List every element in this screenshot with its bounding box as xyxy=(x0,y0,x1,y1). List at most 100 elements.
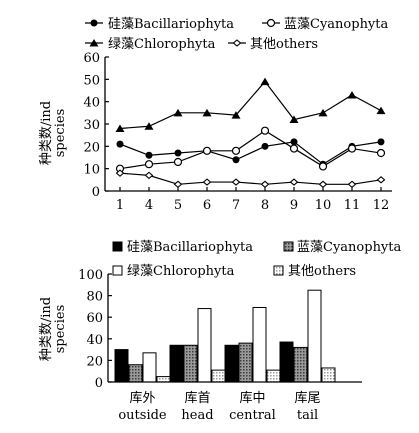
bar-others-head xyxy=(211,369,226,383)
category-label-en: central xyxy=(229,408,276,423)
legend-item-cyanophyta: 蓝藻Cyanophyta xyxy=(262,17,389,32)
data-point-bacillariophyta xyxy=(116,140,124,148)
line-x-tick-label: 5 xyxy=(174,198,182,213)
legend-label-bar-bacillariophyta: 硅藻Bacillariophyta xyxy=(127,240,253,255)
legend-label-bar-chlorophyta: 绿藻Chlorophyta xyxy=(127,264,235,279)
data-point-cyanophyta xyxy=(289,144,299,153)
bar-cyanophyta-head xyxy=(183,344,198,383)
data-point-chlorophyta xyxy=(173,108,183,117)
bar-chlorophyta-tail xyxy=(307,289,322,383)
legend-item-bacillariophyta: 硅藻Bacillariophyta xyxy=(85,17,234,32)
line-y-tick-label: 20 xyxy=(83,140,100,155)
legend-item-chlorophyta: 绿藻Chlorophyta xyxy=(85,37,216,52)
bar-bacillariophyta-head xyxy=(169,344,184,383)
data-point-cyanophyta xyxy=(144,160,154,169)
line-x-tick-label: 8 xyxy=(261,198,269,213)
line-legend: 硅藻Bacillariophyta 蓝藻Cyanophyta 绿藻Chlorop… xyxy=(85,17,389,52)
legend-label-cyanophyta: 蓝藻Cyanophyta xyxy=(284,17,389,32)
bar-cyanophyta-central xyxy=(238,342,253,383)
legend-item-bar-others: 其他others xyxy=(273,264,356,279)
data-point-bacillariophyta xyxy=(377,138,385,146)
data-point-bacillariophyta xyxy=(174,149,182,157)
data-point-others xyxy=(173,180,183,189)
category-label-zh: 库外 xyxy=(129,390,155,406)
data-point-others xyxy=(289,178,299,186)
bar-cyanophyta-tail xyxy=(293,346,308,383)
bar-chlorophyta-central xyxy=(252,306,267,383)
data-point-cyanophyta xyxy=(347,144,357,153)
line-x-tick-label: 6 xyxy=(203,198,211,213)
data-point-cyanophyta xyxy=(318,162,328,171)
legend-item-others: 其他others xyxy=(228,37,318,52)
line-y-tick-label: 60 xyxy=(83,51,100,66)
data-point-cyanophyta xyxy=(202,146,212,155)
bar-y-axis-label: 种类数/ind xyxy=(39,297,54,361)
line-x-tick-label: 9 xyxy=(290,198,298,213)
bar-y-tick-label: 20 xyxy=(86,354,103,369)
line-chart: 硅藻Bacillariophyta 蓝藻Cyanophyta 绿藻Chlorop… xyxy=(39,17,392,213)
bar-others-tail xyxy=(321,367,336,383)
bar-x-labels: 库外 outside 库首 head 库中 central 库尾 tail xyxy=(118,390,320,423)
bar-y-tick-label: 40 xyxy=(86,333,103,348)
line-x-ticks: 1 4 5 6 7 8 9 10 11 12 xyxy=(116,187,389,213)
data-point-cyanophyta xyxy=(173,157,183,167)
data-point-others xyxy=(231,178,241,186)
data-point-others xyxy=(347,180,357,189)
data-point-others xyxy=(115,169,125,177)
series-line-cyanophyta xyxy=(119,129,382,170)
line-y-tick-label: 0 xyxy=(92,185,100,200)
category-label-en: head xyxy=(181,408,213,423)
data-point-chlorophyta xyxy=(260,77,270,86)
line-x-tick-label: 12 xyxy=(373,198,390,213)
line-x-tick-label: 1 xyxy=(116,198,124,213)
legend-item-bar-cyanophyta: 蓝藻Cyanophyta xyxy=(283,240,402,255)
data-point-others xyxy=(202,178,212,186)
line-y-axis-label: 种类数/ind xyxy=(39,101,54,165)
series-line-chlorophyta xyxy=(119,80,382,130)
bar-cyanophyta-outside xyxy=(128,364,143,383)
category-label-zh: 库尾 xyxy=(294,390,320,406)
line-series xyxy=(115,77,386,189)
bar-others-outside xyxy=(156,376,171,383)
bar-bacillariophyta-outside xyxy=(114,349,129,383)
data-point-bacillariophyta xyxy=(290,138,298,146)
data-point-chlorophyta xyxy=(115,124,125,132)
line-y-tick-label: 10 xyxy=(83,163,100,178)
legend-label-bacillariophyta: 硅藻Bacillariophyta xyxy=(108,17,234,32)
data-point-bacillariophyta xyxy=(261,142,269,150)
data-point-chlorophyta xyxy=(376,106,386,115)
data-point-chlorophyta xyxy=(347,90,357,99)
legend-label-bar-others: 其他others xyxy=(288,264,356,279)
data-point-cyanophyta xyxy=(260,126,270,135)
legend-item-bar-bacillariophyta: 硅藻Bacillariophyta xyxy=(112,240,253,255)
legend-item-bar-chlorophyta: 绿藻Chlorophyta xyxy=(112,264,235,279)
category-label-en: tail xyxy=(297,408,318,423)
line-y-axis-label-en: species xyxy=(53,109,68,158)
category-label-zh: 库首 xyxy=(184,390,210,406)
bar-y-axis-label-en: species xyxy=(53,305,68,354)
line-x-tick-label: 11 xyxy=(344,198,361,213)
data-point-chlorophyta xyxy=(318,108,328,117)
category-label-zh: 库中 xyxy=(239,390,265,406)
series-line-bacillariophyta xyxy=(119,141,382,165)
line-y-tick-label: 50 xyxy=(83,73,100,88)
bar-y-tick-label: 60 xyxy=(86,311,103,326)
data-point-chlorophyta xyxy=(231,111,241,119)
data-point-chlorophyta xyxy=(289,115,299,124)
bar-chlorophyta-head xyxy=(197,308,212,383)
data-point-others xyxy=(376,176,386,184)
series-line-others xyxy=(119,172,382,185)
data-point-cyanophyta xyxy=(231,146,241,155)
legend-label-bar-cyanophyta: 蓝藻Cyanophyta xyxy=(297,240,402,255)
bar-bars xyxy=(114,289,336,383)
data-point-others xyxy=(318,180,328,189)
line-x-tick-label: 7 xyxy=(232,198,240,213)
data-point-chlorophyta xyxy=(202,108,212,117)
data-point-others xyxy=(144,171,154,180)
bar-y-tick-label: 100 xyxy=(78,268,103,283)
legend-label-chlorophyta: 绿藻Chlorophyta xyxy=(108,37,216,52)
data-point-others xyxy=(260,180,270,189)
legend-label-others: 其他others xyxy=(250,37,318,52)
data-point-bacillariophyta xyxy=(145,151,153,159)
line-x-tick-label: 10 xyxy=(315,198,332,213)
